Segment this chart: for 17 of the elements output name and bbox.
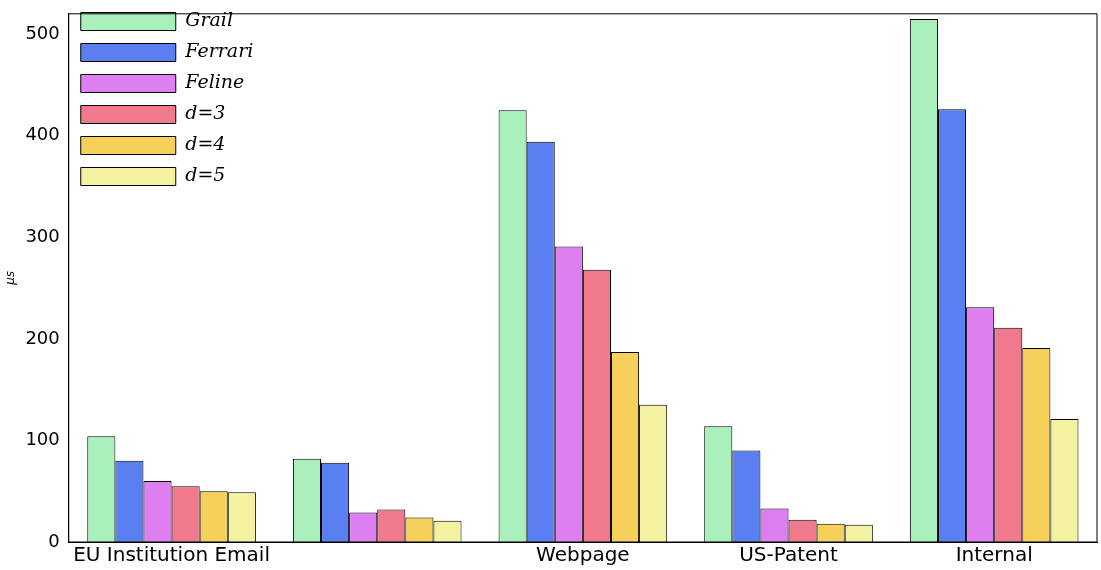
legend-label: d=3	[185, 101, 226, 124]
y-tick-label: 100	[25, 428, 60, 450]
y-tick-label: 400	[25, 123, 60, 145]
x-tick-label: EU Institution Email	[73, 542, 270, 567]
y-tick-label: 300	[25, 224, 60, 246]
x-tick-label: US-Patent	[739, 542, 838, 567]
y-tick-label: 0	[48, 529, 60, 551]
x-tick-label: Internal	[955, 542, 1033, 567]
legend-label: d=5	[185, 163, 226, 186]
x-tick-label: Webpage	[536, 542, 630, 567]
legend-label: Ferrari	[184, 39, 254, 62]
legend-label: Feline	[184, 70, 245, 93]
legend-label: Grail	[185, 8, 234, 31]
y-tick-label: 500	[25, 21, 60, 43]
legend-label: d=4	[185, 132, 226, 155]
y-axis-title: μs	[3, 270, 18, 286]
y-tick-label: 200	[25, 326, 60, 348]
